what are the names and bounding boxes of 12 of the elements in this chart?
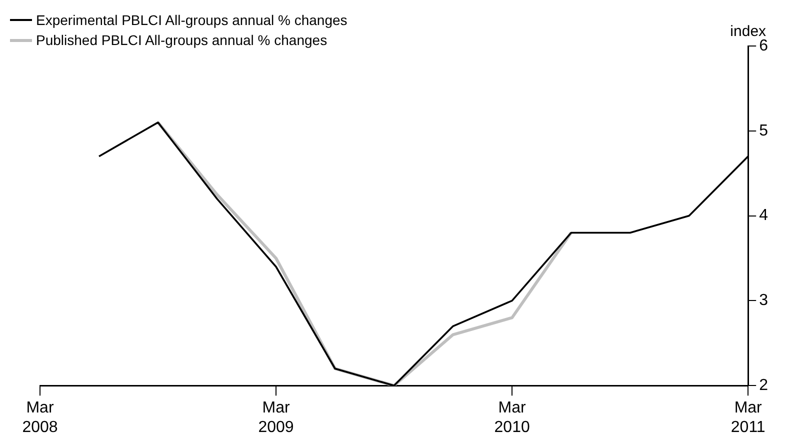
y-axis-title: index — [730, 23, 767, 40]
y-tick-label: 4 — [759, 207, 768, 224]
y-tick-label: 6 — [759, 37, 768, 54]
x-tick-label: Mar 2008 — [22, 400, 58, 436]
y-tick-label: 3 — [759, 292, 768, 310]
y-tick-label: 5 — [759, 122, 768, 140]
x-tick-label: Mar 2010 — [494, 400, 530, 436]
y-tick-label: 2 — [759, 377, 768, 394]
x-tick-label: Mar 2011 — [730, 400, 766, 436]
legend-label: Experimental PBLCI All-groups annual % changes — [36, 12, 348, 28]
legend-label: Published PBLCI All-groups annual % changes — [36, 32, 328, 48]
x-tick-label: Mar 2009 — [258, 400, 294, 436]
